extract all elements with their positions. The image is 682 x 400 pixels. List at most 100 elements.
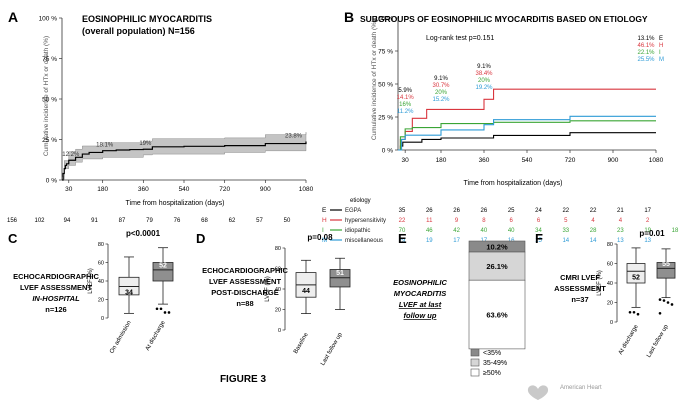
risk-row-value: 19 — [426, 238, 433, 244]
risk-row-value: 6 — [510, 218, 514, 224]
box-median-label: 34 — [125, 290, 133, 297]
panel-b-curve-miscellaneous — [398, 115, 656, 151]
panel-a-risk-number: 62 — [229, 218, 236, 224]
risk-row-value: 14 — [562, 238, 569, 244]
panel-pvalue: p=0.01 — [639, 229, 665, 238]
panel-a-risk-table: 156 102 94 91 87 79 76 68 62 57 50 — [7, 218, 291, 224]
panel-b-x-tick-label: 360 — [479, 157, 490, 164]
box-outlier — [167, 311, 171, 314]
panel-a-annotation: 19% — [139, 141, 152, 147]
panel-a-x-tick-label: 900 — [260, 186, 271, 193]
risk-row-name: EGPA — [345, 208, 361, 214]
box-y-tick-label: 40 — [98, 279, 104, 285]
panel-a-y-axis: 0 % 25 % 50 % 75 % 100 % — [39, 16, 63, 185]
panel-b-y-axis: 0 % 25 % 50 % 75 % 100 % — [375, 16, 399, 155]
panel-b-value-label: 20% — [478, 78, 491, 84]
panel-e-caption-line: LVEF at last — [399, 300, 442, 309]
panel-e-segment — [468, 279, 526, 350]
box-x-label: At discharge — [618, 323, 640, 355]
panel-e-segment — [468, 251, 526, 281]
panel-b-x-axis: 30 180 360 540 720 900 1080 — [398, 149, 664, 164]
panel-a-confidence-band — [61, 132, 307, 181]
box-x-label: Last follow up — [646, 323, 670, 358]
risk-row-value: 40 — [481, 228, 488, 234]
box-y-tick-label: 40 — [275, 287, 281, 293]
risk-row-value: 26 — [426, 208, 433, 214]
box-y-tick-label: 80 — [607, 242, 613, 248]
panel-a-annotation: 23.8% — [285, 133, 303, 139]
box-body — [626, 263, 646, 284]
box-body — [329, 269, 351, 288]
panel-b-logrank: Log-rank test p=0.151 — [426, 35, 494, 42]
panel-a-annotation: 12.2% — [62, 152, 80, 158]
risk-row-value: 35 — [399, 208, 406, 214]
panel-b-y-tick-label: 50 % — [378, 82, 393, 89]
figure-label: FIGURE 3 — [220, 374, 267, 385]
risk-row-value: 4 — [619, 218, 623, 224]
panel-e-legend-swatch — [470, 348, 480, 357]
panel-a-title: EOSINOPHILIC MYOCARDITIS — [82, 14, 212, 24]
panel-b-y-tick-label: 75 % — [378, 49, 393, 56]
box-outlier — [670, 303, 674, 306]
panel-caption-line: n=37 — [571, 295, 588, 304]
panel-letter-E: E — [398, 231, 407, 246]
risk-row-value: 26 — [453, 208, 460, 214]
box-y-tick-label: 80 — [275, 246, 281, 252]
panel-e-legend-swatch — [470, 368, 480, 377]
risk-row-value: 13 — [644, 238, 651, 244]
panel-b-end-code: M — [659, 57, 664, 63]
risk-row-code: E — [322, 207, 327, 214]
panel-e-caption-line: MYOCARDITIS — [394, 289, 447, 298]
panel-a-xlabel: Time from hospitalization (days) — [126, 200, 225, 207]
panel-b-risk-table: E EGPA 35 26 26 26 25 24 22 22 21 17H hypersensitivi… — [322, 207, 679, 244]
box-y-tick-label: 40 — [607, 281, 613, 287]
box-outlier — [628, 310, 632, 314]
panel-a-risk-number: 50 — [284, 218, 291, 224]
risk-row-value: 15 — [535, 238, 542, 244]
box-y-label: LVEF (%) — [88, 268, 94, 294]
panel-a-x-tick-label: 30 — [65, 186, 73, 193]
box-outlier — [636, 312, 640, 316]
panel-a-x-axis: 30 180 360 540 720 900 1080 — [62, 179, 314, 193]
risk-row-name: hypersensitivity — [345, 218, 386, 224]
risk-row-value: 2 — [646, 218, 650, 224]
panel-a-risk-number: 76 — [174, 218, 181, 224]
box-x-label: At discharge — [145, 319, 167, 351]
risk-row-value: 13 — [617, 238, 624, 244]
box-median-label: 44 — [302, 288, 310, 295]
panel-b-value-label: 13.1% — [637, 36, 655, 42]
panel-a-x-tick-label: 180 — [97, 186, 108, 193]
box-outlier — [658, 298, 662, 301]
risk-row-value: 24 — [535, 208, 542, 214]
box-median-label: 55 — [662, 261, 670, 268]
box-outlier — [159, 307, 163, 311]
box-outlier — [155, 307, 159, 311]
panel-a-y-tick-label: 50 % — [42, 97, 57, 104]
risk-row-value: 22 — [562, 208, 569, 214]
box-y-tick-label: 0 — [101, 316, 104, 322]
box-outlier — [163, 311, 167, 314]
panel-a-risk-number: 102 — [34, 218, 45, 224]
panel-a-x-tick-label: 360 — [138, 186, 149, 193]
panel-b-letter: B — [344, 9, 354, 25]
panel-b-end-code: E — [659, 36, 663, 42]
panel-e-segment-label: 63.6% — [486, 311, 508, 320]
risk-row-code: I — [322, 227, 324, 234]
box-y-tick-label: 60 — [607, 262, 613, 268]
panel-letter-C: C — [8, 231, 18, 246]
risk-row-value: 42 — [453, 228, 460, 234]
panel-b-y-tick-label: 25 % — [378, 115, 393, 122]
panel-b-xlabel: Time from hospitalization (days) — [464, 180, 563, 187]
risk-row-value: 17 — [453, 238, 460, 244]
panel-caption-line: IN-HOSPITAL — [32, 294, 80, 303]
panel-b-y-tick-label: 0 % — [382, 148, 393, 155]
panel-b-value-label: 38.4% — [475, 71, 493, 77]
panel-b-value-label: 46.1% — [637, 43, 655, 49]
panel-b-curve-idiopathic — [398, 120, 656, 151]
panel-b-x-tick-label: 540 — [522, 157, 533, 164]
panel-b-x-tick-label: 1080 — [649, 157, 664, 164]
risk-row-name: miscellaneous — [345, 238, 383, 244]
risk-row-value: 11 — [426, 218, 433, 224]
panel-a-km-curve — [62, 141, 307, 181]
